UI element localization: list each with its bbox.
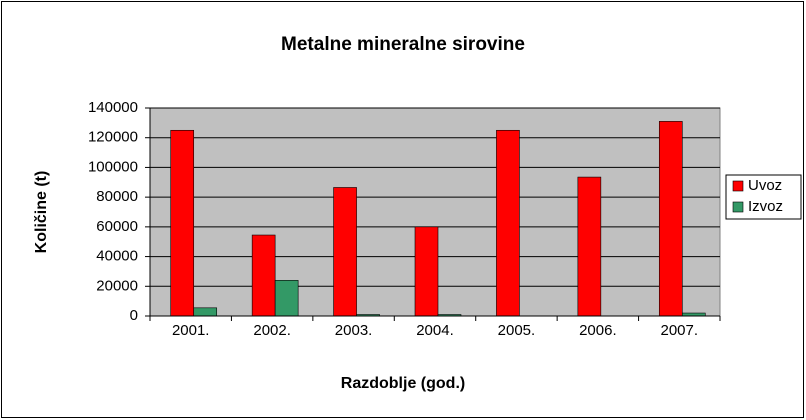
y-axis-title: Količine (t) <box>33 171 50 254</box>
x-tick-label: 2003. <box>335 322 373 339</box>
bar <box>496 129 520 317</box>
y-tick-label: 100000 <box>88 158 138 175</box>
x-tick-label: 2005. <box>498 322 536 339</box>
y-tick-label: 0 <box>130 307 138 324</box>
x-tick-label: 2007. <box>661 322 699 339</box>
bar <box>274 280 299 317</box>
bar <box>658 121 683 317</box>
y-tick-label: 120000 <box>88 129 138 146</box>
bar <box>414 226 439 317</box>
chart-title: Metalne mineralne sirovine <box>281 34 525 55</box>
y-tick-label: 60000 <box>96 218 138 235</box>
legend-label: Uvoz <box>748 177 782 194</box>
y-tick-label: 40000 <box>96 248 138 265</box>
y-tick-label: 80000 <box>96 188 138 205</box>
legend-swatch <box>732 201 744 213</box>
x-tick-label: 2002. <box>253 322 291 339</box>
bar <box>170 129 195 317</box>
x-tick-label: 2006. <box>579 322 617 339</box>
legend-label: Izvoz <box>748 198 783 215</box>
y-tick-label: 20000 <box>96 277 138 294</box>
x-tick-label: 2001. <box>172 322 210 339</box>
x-axis-title: Razdoblje (god.) <box>341 375 465 392</box>
bar <box>251 234 276 317</box>
bar <box>193 307 218 317</box>
x-tick-label: 2004. <box>416 322 454 339</box>
y-tick-label: 140000 <box>88 99 138 116</box>
legend-swatch <box>732 180 744 192</box>
bar <box>333 187 357 317</box>
bar <box>577 176 602 317</box>
